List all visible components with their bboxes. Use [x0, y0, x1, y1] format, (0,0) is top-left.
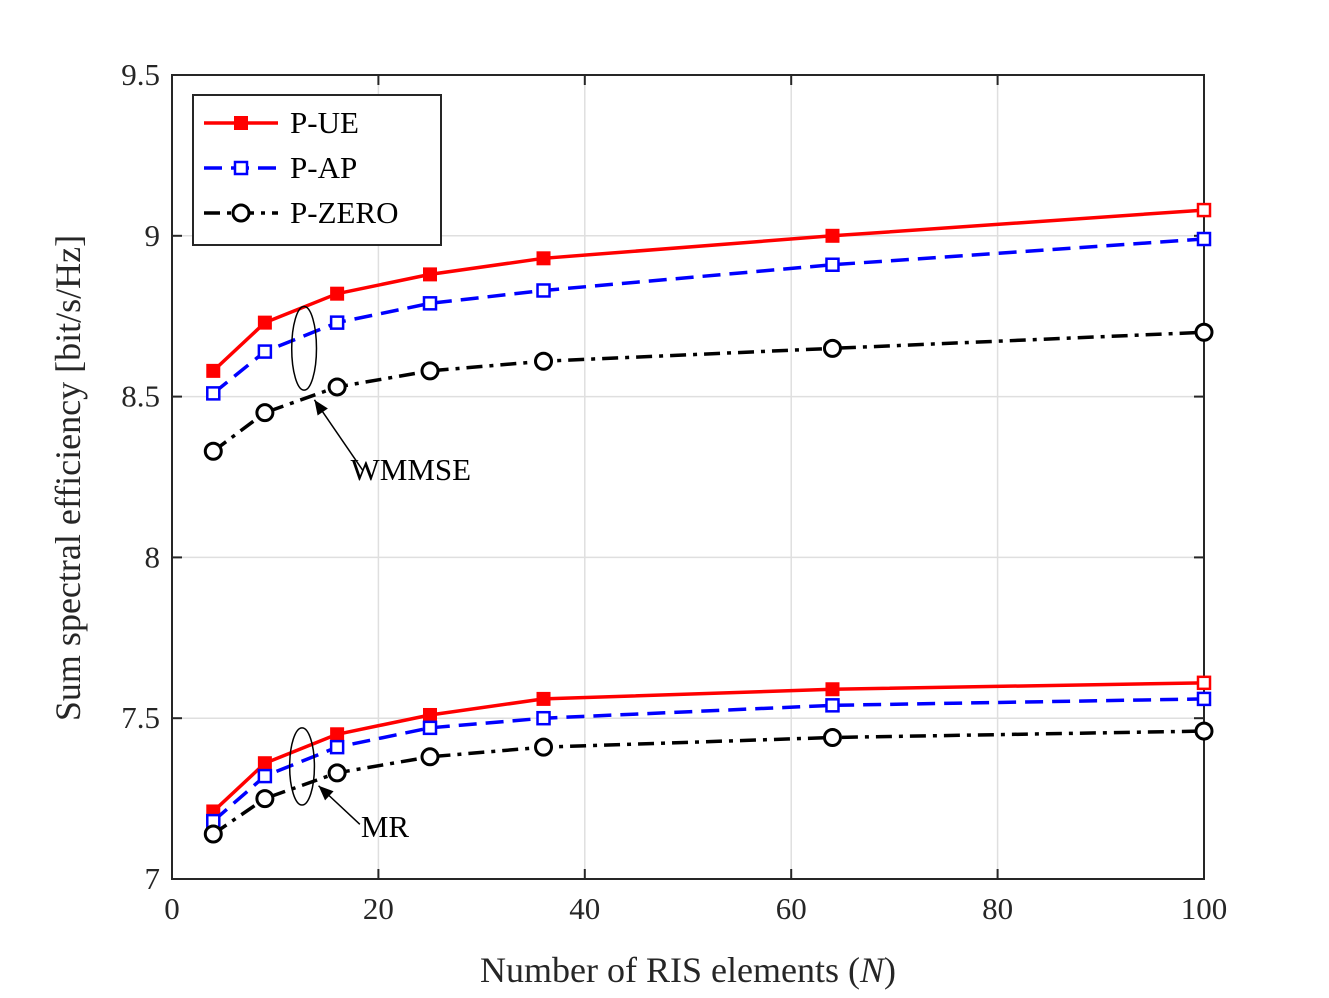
data-point: [257, 315, 272, 330]
annotation-label: MR: [361, 809, 410, 844]
data-point: [422, 720, 438, 736]
y-tick-label: 9: [145, 218, 161, 253]
data-point: [1196, 231, 1212, 247]
y-tick-label: 8.5: [121, 379, 160, 414]
x-tick-label: 80: [982, 891, 1013, 926]
y-axis-label: Sum spectral efficiency [bit/s/Hz]: [48, 235, 88, 721]
data-point: [825, 682, 840, 697]
series-p-ap-mr: [206, 691, 1212, 829]
annotation-layer: WMMSE MR: [288, 305, 472, 844]
data-point: [257, 344, 273, 359]
x-tick-label: 100: [1181, 891, 1228, 926]
data-point: [534, 351, 554, 371]
data-point: [420, 747, 440, 767]
data-point: [255, 403, 275, 423]
annotation-ellipse: [290, 305, 318, 391]
series-p-ap-wmmse: [206, 231, 1212, 401]
x-tick-label: 40: [569, 891, 600, 926]
legend-marker: [234, 116, 248, 130]
plot-area: [171, 74, 1205, 880]
x-axis-label-variable: N: [859, 950, 886, 990]
data-point: [423, 707, 437, 722]
legend-item-p-ap: P-AP: [204, 150, 357, 185]
data-point: [330, 727, 345, 742]
series-p-zero-wmmse: [203, 322, 1214, 461]
y-tick-label: 9.5: [121, 57, 160, 92]
data-point: [206, 363, 221, 378]
data-point: [329, 315, 345, 330]
annotation-arrowhead: [314, 399, 328, 416]
x-tick-label: 60: [776, 891, 807, 926]
data-point: [330, 286, 345, 301]
data-point: [422, 296, 438, 311]
legend-item-p-zero: P-ZERO: [204, 195, 399, 230]
data-point: [822, 727, 842, 747]
data-point: [1196, 675, 1212, 691]
data-point: [1194, 322, 1214, 342]
annotation-mr: MR: [288, 727, 410, 844]
legend-label: P-UE: [290, 105, 359, 140]
data-point: [257, 756, 272, 771]
data-point: [206, 386, 221, 401]
legend-item-p-ue: P-UE: [204, 105, 359, 140]
data-point: [255, 789, 275, 809]
series-layer: [203, 202, 1214, 844]
data-point: [536, 283, 551, 298]
data-point: [825, 257, 840, 272]
legend-label: P-AP: [290, 150, 357, 185]
data-point: [327, 377, 347, 397]
x-tick-label: 0: [164, 891, 180, 926]
axis-ticks: 0 20 40 60 80 100 7 7.5 8 8.5 9 9.5: [121, 57, 1227, 926]
data-point: [423, 267, 437, 282]
data-point: [1196, 691, 1212, 707]
data-point: [329, 739, 345, 755]
legend: P-UE P-AP P-ZERO: [192, 94, 442, 246]
legend-marker: [233, 160, 249, 176]
data-point: [536, 710, 551, 726]
legend-label: P-ZERO: [290, 195, 399, 230]
annotation-label: WMMSE: [351, 452, 472, 487]
data-point: [825, 228, 840, 243]
series-p-ue-mr: [206, 675, 1212, 819]
series-p-ue-wmmse: [206, 202, 1212, 378]
data-point: [825, 698, 840, 713]
data-point: [1194, 721, 1214, 741]
data-point: [203, 824, 223, 844]
annotation-arrowhead: [318, 785, 334, 801]
series-p-zero-mr: [203, 721, 1214, 844]
data-point: [1196, 202, 1212, 218]
annotation-wmmse: WMMSE: [290, 305, 472, 487]
data-point: [536, 691, 551, 706]
annotation-ellipse: [288, 727, 316, 806]
x-tick-label: 20: [363, 891, 394, 926]
data-point: [536, 251, 551, 266]
data-point: [534, 737, 554, 757]
data-point: [203, 441, 223, 461]
x-axis-label: Number of RIS elements (N): [480, 950, 896, 990]
data-point: [420, 361, 440, 381]
legend-marker: [231, 203, 251, 223]
y-tick-label: 7: [145, 861, 161, 896]
y-tick-label: 8: [145, 539, 161, 574]
y-tick-label: 7.5: [121, 700, 160, 735]
data-point: [822, 338, 842, 358]
data-point: [257, 768, 273, 784]
data-point: [327, 763, 347, 783]
